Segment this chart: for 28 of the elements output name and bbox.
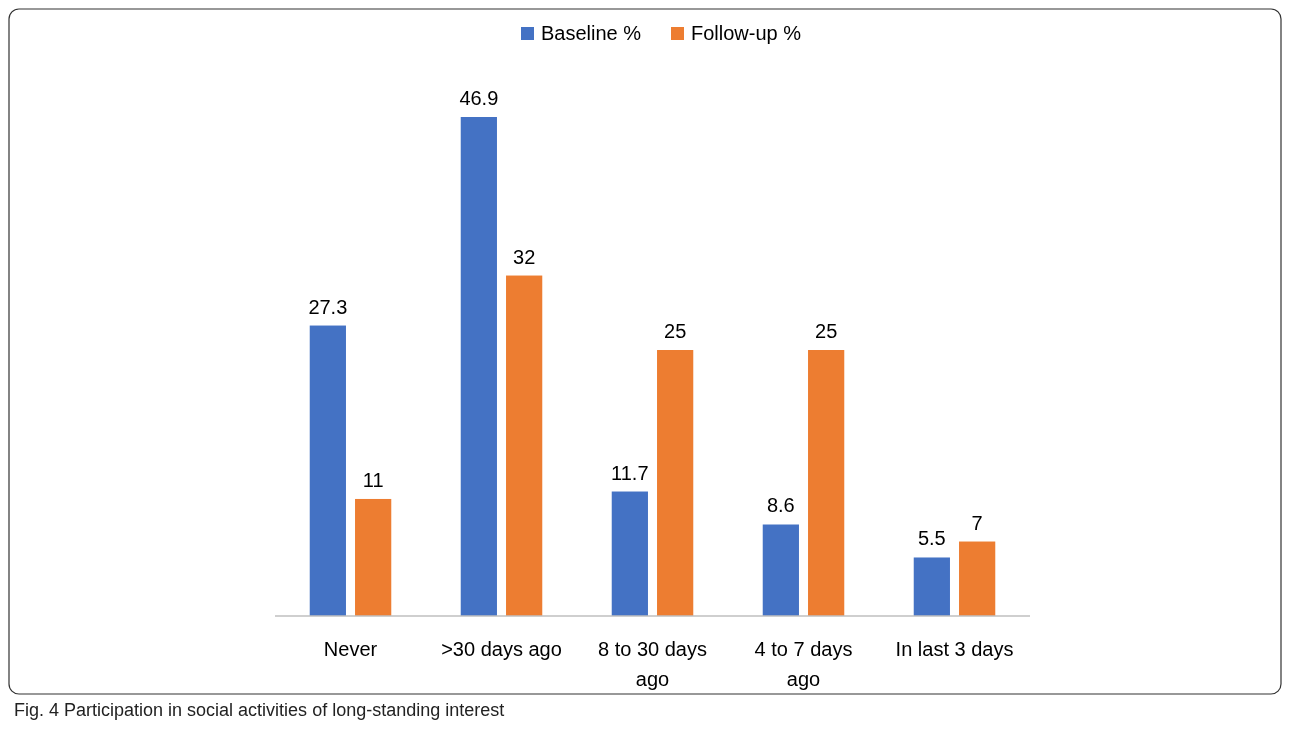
x-tick-label: Never (323, 638, 378, 660)
bar (355, 498, 392, 616)
data-label: 27.3 (308, 295, 348, 318)
x-tick-label: 8 to 30 days ago (598, 638, 707, 690)
bar (913, 557, 950, 616)
data-label: 8.6 (766, 494, 795, 517)
bar (506, 275, 543, 616)
bar (611, 491, 648, 616)
bar (309, 325, 346, 616)
x-tick-label: >30 days ago (441, 638, 562, 660)
legend-label: Follow-up % (691, 22, 802, 44)
x-tick-label: In last 3 days (895, 638, 1014, 660)
data-label: 46.9 (459, 87, 499, 109)
data-label: 25 (664, 320, 687, 343)
data-label: 11.7 (611, 461, 649, 484)
data-label: 11 (362, 468, 384, 491)
legend-label: Baseline % (541, 22, 642, 44)
bar (762, 524, 799, 616)
x-tick-label: 4 to 7 days ago (754, 638, 853, 690)
data-label: 25 (815, 320, 838, 343)
bar (460, 117, 497, 616)
data-label: 7 (971, 511, 983, 534)
bar (808, 350, 845, 616)
caption: Fig. 4 Participation in social activities of long-standing interest (14, 700, 505, 720)
data-label: 5.5 (917, 527, 946, 550)
bar (959, 541, 996, 616)
bar (657, 350, 694, 616)
data-label: 32 (513, 245, 536, 268)
